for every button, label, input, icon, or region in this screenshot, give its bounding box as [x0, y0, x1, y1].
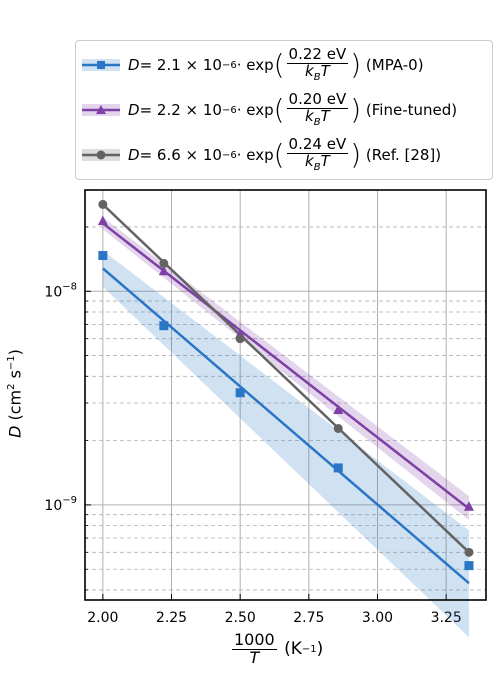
point-ref28 [159, 258, 169, 268]
legend-swatch-mpa0 [82, 59, 120, 71]
x-tick-label: 2.75 [293, 610, 324, 626]
point-mpa0 [159, 321, 169, 331]
legend-item-mpa0: D = 2.1 × 10 −6 · exp ( 0.22 eV kBT ) (MPA… [76, 43, 492, 87]
point-mpa0 [235, 388, 245, 398]
x-tick-label: 3.00 [362, 610, 393, 626]
legend: D = 2.1 × 10 −6 · exp ( 0.22 eV kBT ) (MPA… [75, 40, 493, 180]
point-ref28 [235, 334, 245, 344]
point-mpa0 [98, 251, 108, 261]
legend-label-mpa0: D = 2.1 × 10 −6 · exp ( 0.22 eV kBT ) (MPA… [128, 44, 424, 83]
y-axis-label: D (cm2 s−1) [5, 349, 25, 438]
axes-frame [84, 189, 487, 601]
x-axis-label: 1000 T (K −1) [232, 630, 324, 667]
x-tick-label: 2.25 [156, 610, 187, 626]
point-finetuned [97, 215, 108, 226]
y-tick-label: 10−8 [44, 281, 77, 300]
x-tick-label: 2.00 [87, 610, 118, 626]
point-ref28 [333, 423, 343, 433]
x-tick-label: 2.50 [225, 610, 256, 626]
legend-label-ref28: D = 6.6 × 10 −6 · exp ( 0.24 eV kBT ) (Ref… [128, 134, 442, 173]
point-finetuned [463, 501, 474, 511]
plot-area [85, 190, 486, 600]
legend-swatch-finetuned [82, 104, 120, 116]
y-tick-label: 10−9 [44, 495, 77, 514]
legend-item-ref28: D = 6.6 × 10 −6 · exp ( 0.24 eV kBT ) (Ref… [76, 133, 492, 177]
x-tick-label: 3.25 [431, 610, 462, 626]
point-finetuned [158, 265, 169, 276]
legend-item-finetuned: D = 2.2 × 10 −6 · exp ( 0.20 eV kBT ) (Fin… [76, 88, 492, 132]
point-ref28 [98, 199, 108, 209]
point-finetuned [333, 404, 344, 415]
point-mpa0 [464, 561, 474, 571]
fit-line-mpa0 [102, 267, 470, 585]
legend-label-finetuned: D = 2.2 × 10 −6 · exp ( 0.20 eV kBT ) (Fin… [128, 89, 458, 128]
legend-swatch-ref28 [82, 149, 120, 161]
point-mpa0 [333, 463, 343, 473]
point-ref28 [464, 547, 474, 557]
